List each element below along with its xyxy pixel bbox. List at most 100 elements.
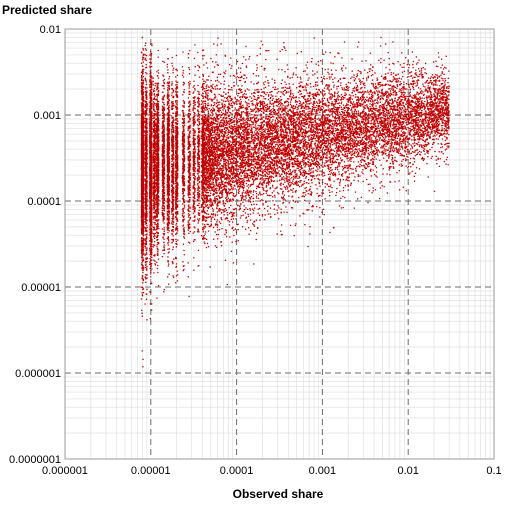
scatter-point — [149, 157, 151, 160]
scatter-point — [162, 84, 165, 87]
scatter-point — [162, 114, 164, 116]
scatter-point — [156, 242, 159, 244]
scatter-point — [142, 155, 144, 157]
scatter-point — [149, 176, 151, 179]
scatter-point — [149, 207, 151, 209]
scatter-point — [141, 312, 143, 314]
scatter-point — [145, 88, 147, 90]
scatter-point — [163, 156, 165, 158]
scatter-point — [154, 188, 156, 190]
scatter-point — [149, 303, 152, 305]
scatter-point — [149, 143, 151, 145]
scatter-point — [141, 225, 143, 228]
scatter-point — [142, 269, 144, 271]
scatter-point — [150, 217, 152, 219]
scatter-point — [153, 140, 155, 142]
scatter-point — [141, 295, 144, 297]
scatter-point — [149, 243, 151, 245]
scatter-point — [161, 109, 164, 112]
scatter-point — [161, 155, 164, 157]
scatter-point — [150, 43, 152, 45]
scatter-point — [156, 206, 159, 209]
scatter-point — [141, 129, 143, 132]
scatter-point — [141, 119, 143, 122]
scatter-point — [144, 106, 146, 109]
scatter-point — [154, 102, 156, 105]
scatter-point — [162, 152, 164, 155]
scatter-point — [144, 141, 146, 143]
scatter-point — [142, 275, 144, 278]
scatter-point — [151, 268, 153, 270]
scatter-point — [156, 267, 159, 270]
scatter-point — [145, 164, 147, 166]
scatter-point — [152, 246, 155, 248]
scatter-point — [142, 154, 145, 157]
scatter-point — [142, 186, 144, 189]
scatter-point — [141, 105, 143, 107]
scatter-point — [154, 113, 157, 115]
scatter-point — [145, 240, 147, 243]
scatter-point — [141, 113, 143, 115]
scatter-point — [150, 76, 152, 79]
scatter-point — [153, 183, 156, 185]
scatter-point — [150, 56, 152, 58]
scatter-point — [157, 72, 160, 74]
scatter-point — [152, 128, 154, 130]
scatter-point — [149, 51, 152, 53]
scatter-point — [146, 180, 148, 183]
scatter-point — [150, 128, 153, 130]
scatter-point — [144, 147, 146, 150]
scatter-point — [156, 136, 159, 138]
scatter-point — [144, 127, 146, 129]
scatter-point — [142, 69, 144, 71]
scatter-point — [144, 187, 147, 189]
scatter-point — [149, 54, 151, 56]
scatter-point — [146, 98, 148, 100]
scatter-point — [141, 166, 143, 168]
scatter-point — [156, 143, 158, 145]
scatter-point — [151, 225, 153, 227]
scatter-point — [140, 214, 143, 217]
scatter-point — [144, 158, 146, 160]
scatter-point — [161, 131, 164, 134]
scatter-point — [163, 199, 165, 201]
scatter-point — [141, 77, 143, 79]
scatter-point — [142, 164, 145, 167]
scatter-point — [154, 95, 156, 97]
scatter-point — [142, 216, 145, 218]
scatter-point — [163, 116, 165, 118]
scatter-point — [142, 169, 144, 171]
scatter-point — [152, 211, 155, 214]
scatter-point — [144, 245, 146, 247]
scatter-point — [153, 107, 155, 109]
scatter-point — [156, 219, 158, 222]
scatter-point — [142, 81, 144, 84]
scatter-point — [156, 261, 158, 264]
scatter-point — [150, 115, 152, 117]
scatter-point — [163, 249, 165, 251]
scatter-point — [142, 243, 145, 245]
scatter-point — [141, 260, 144, 263]
scatter-point — [163, 125, 165, 127]
scatter-point — [145, 118, 147, 121]
scatter-point — [154, 222, 156, 224]
scatter-point — [141, 185, 143, 188]
scatter-point — [142, 202, 145, 204]
scatter-point — [153, 254, 156, 257]
scatter-point — [150, 237, 153, 239]
scatter-point — [142, 288, 144, 291]
scatter-point — [141, 205, 143, 207]
scatter-point — [141, 192, 143, 194]
scatter-point — [154, 209, 157, 211]
scatter-point — [145, 216, 147, 218]
scatter-point — [150, 215, 153, 217]
scatter-point — [141, 183, 143, 186]
scatter-point — [142, 203, 144, 206]
scatter-point — [145, 263, 147, 265]
scatter-point — [150, 247, 153, 250]
scatter-point — [146, 319, 148, 321]
scatter-point — [142, 96, 145, 99]
scatter-point — [145, 144, 147, 146]
scatter-point — [157, 129, 160, 132]
scatter-point — [150, 93, 152, 95]
